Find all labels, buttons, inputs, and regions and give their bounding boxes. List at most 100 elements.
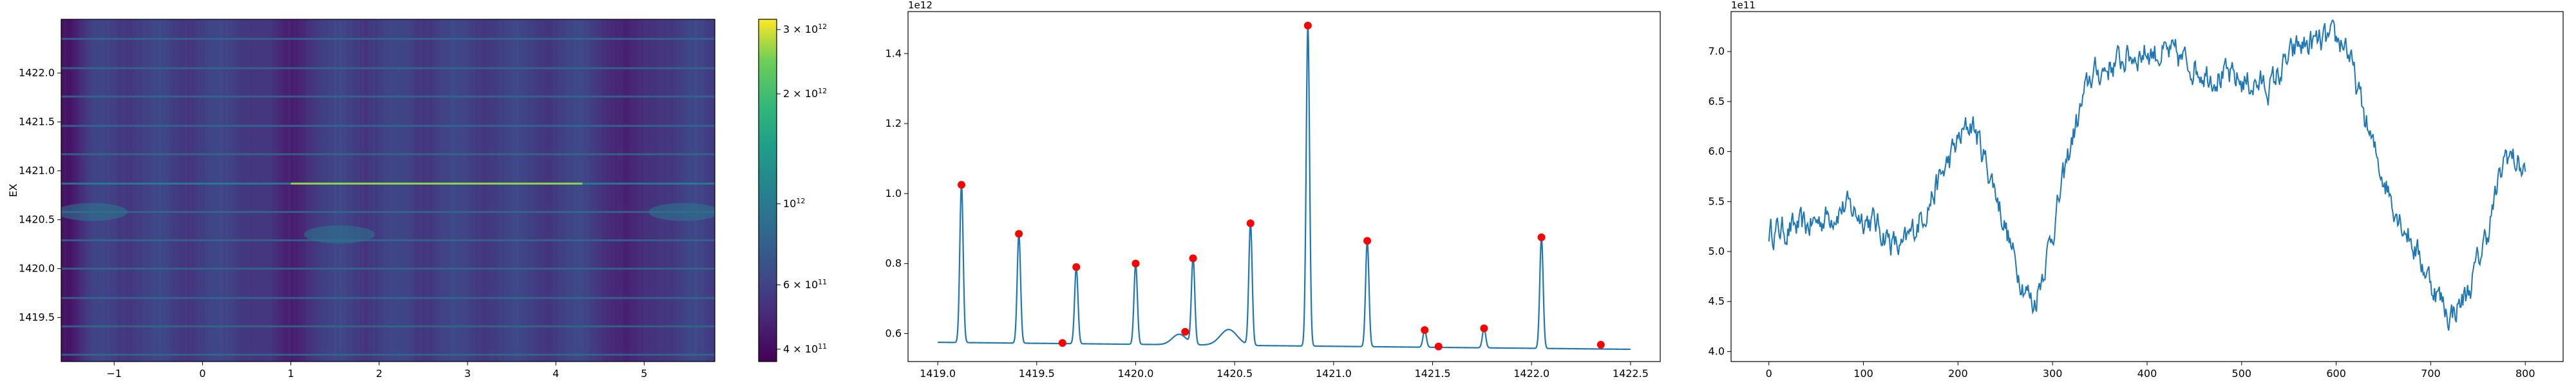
heatmap-column [432, 19, 435, 362]
peak-marker [1246, 219, 1255, 228]
heatmap-column [690, 19, 693, 362]
heatmap-column [517, 19, 520, 362]
heatmap-column [610, 19, 613, 362]
heatmap-column [355, 19, 358, 362]
heatmap-column [169, 19, 173, 362]
heatmap-column [509, 19, 513, 362]
heatmap-y-tick-label: 1420.0 [19, 262, 55, 275]
heatmap-column [667, 19, 670, 362]
heatmap-column [612, 19, 616, 362]
heatmap-bright-line [61, 210, 715, 213]
trend-line-panel: 1e11 0 100 200 300 400 500 600 700 800 4.0 4.5 5.0… [1709, 0, 2564, 380]
trend-x-tick-label: 200 [1948, 367, 1968, 380]
heatmap-bright-line [61, 268, 715, 270]
heatmap-column [254, 19, 258, 362]
heatmap-column [651, 19, 654, 362]
peak-marker [1303, 21, 1312, 30]
heatmap-column [430, 19, 433, 362]
heatmap-column [672, 19, 675, 362]
heatmap-column [193, 19, 196, 362]
heatmap-column [520, 19, 523, 362]
heatmap-column [84, 19, 88, 362]
heatmap-column [113, 19, 116, 362]
peaks-y-tick-label: 0.8 [886, 257, 902, 270]
heatmap-column [378, 19, 381, 362]
heatmap-column [697, 19, 701, 362]
heatmap-column [298, 19, 301, 362]
heatmap-y-axis-label: EX [7, 183, 19, 197]
heatmap-column [66, 19, 70, 362]
heatmap-column [574, 19, 577, 362]
heatmap-column [223, 19, 227, 362]
trend-y-tick-label: 6.0 [1709, 145, 1725, 158]
heatmap-column [427, 19, 430, 362]
heatmap-column [360, 19, 363, 362]
heatmap-column [638, 19, 641, 362]
heatmap-column [365, 19, 368, 362]
trend-series-line [1768, 19, 2526, 331]
heatmap-column [82, 19, 85, 362]
heatmap-column [713, 19, 715, 362]
heatmap-column [375, 19, 379, 362]
heatmap-bright-line [61, 95, 715, 98]
peak-marker [1434, 342, 1443, 351]
peaks-series-line [938, 26, 1631, 351]
heatmap-column [342, 19, 345, 362]
heatmap-column [545, 19, 549, 362]
heatmap-column [249, 19, 252, 362]
heatmap-column [257, 19, 260, 362]
colorbar-tick-label: 3 × 1012 [783, 22, 827, 35]
heatmap-column [515, 19, 518, 362]
heatmap-column [272, 19, 276, 362]
heatmap-column [97, 19, 100, 362]
heatmap-column [141, 19, 144, 362]
heatmap-column [347, 19, 350, 362]
heatmap-column [592, 19, 595, 362]
heatmap-column [551, 19, 554, 362]
heatmap-column [311, 19, 314, 362]
heatmap-blob [61, 203, 128, 221]
heatmap-column [708, 19, 711, 362]
heatmap-column [393, 19, 397, 362]
trend-y-tick-label: 5.0 [1709, 245, 1725, 257]
heatmap-column [695, 19, 698, 362]
heatmap-column [453, 19, 456, 362]
heatmap-column [267, 19, 270, 362]
heatmap-column [643, 19, 647, 362]
heatmap-column [649, 19, 652, 362]
heatmap-column [455, 19, 459, 362]
heatmap-column [564, 19, 567, 362]
heatmap-frame [61, 19, 715, 362]
heatmap-column [180, 19, 183, 362]
peak-marker [1480, 324, 1488, 333]
peaks-offset-label: 1e12 [908, 0, 933, 11]
heatmap-column [236, 19, 240, 362]
heatmap-column [494, 19, 497, 362]
heatmap-x-tick-label: −1 [107, 367, 122, 380]
heatmap-column [151, 19, 155, 362]
heatmap-column [543, 19, 546, 362]
heatmap-column [576, 19, 580, 362]
heatmap-column [283, 19, 286, 362]
heatmap-bright-line [61, 37, 715, 40]
trend-x-tick-label: 800 [2515, 367, 2535, 380]
heatmap-column [674, 19, 677, 362]
heatmap-column [584, 19, 587, 362]
heatmap-x-tick-label: 0 [199, 367, 205, 380]
heatmap-column [69, 19, 72, 362]
peaks-x-tick-label: 1422.0 [1513, 367, 1549, 380]
heatmap-column [437, 19, 440, 362]
heatmap-column [489, 19, 492, 362]
heatmap-bright-segment [290, 182, 583, 185]
heatmap-column [352, 19, 355, 362]
peaks-x-tick-label: 1422.5 [1613, 367, 1649, 380]
heatmap-column [216, 19, 219, 362]
heatmap-column [458, 19, 461, 362]
heatmap-column [303, 19, 307, 362]
heatmap-column [105, 19, 108, 362]
heatmap-column [435, 19, 438, 362]
heatmap-column [306, 19, 309, 362]
heatmap-column [231, 19, 234, 362]
heatmap-column [208, 19, 211, 362]
heatmap-column [656, 19, 659, 362]
